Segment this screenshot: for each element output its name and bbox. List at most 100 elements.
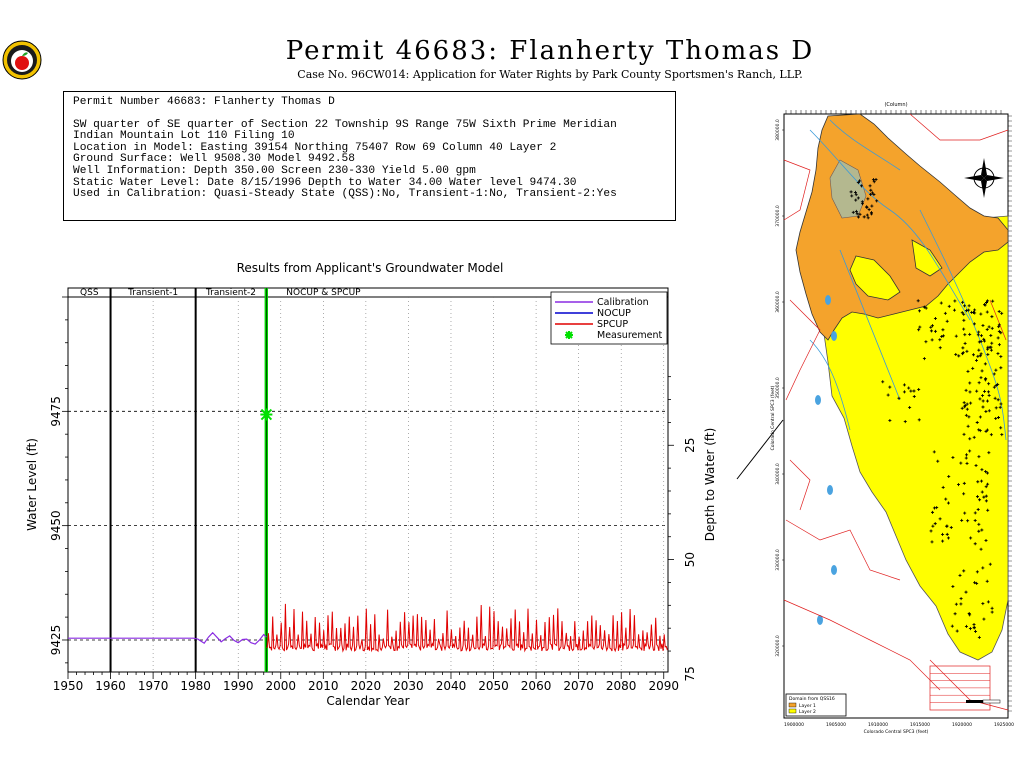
well-marker bbox=[964, 456, 968, 460]
well-marker bbox=[908, 406, 912, 410]
well-marker bbox=[975, 495, 979, 499]
well-marker bbox=[961, 300, 965, 304]
well-marker bbox=[931, 524, 935, 528]
well-marker bbox=[996, 398, 1000, 402]
well-marker bbox=[941, 532, 945, 536]
well-marker bbox=[951, 584, 955, 588]
well-marker bbox=[938, 517, 942, 521]
well-marker bbox=[998, 405, 1002, 409]
well-marker bbox=[981, 405, 985, 409]
well-marker bbox=[963, 341, 967, 345]
road-lines bbox=[783, 113, 1009, 711]
map-y-tick-label: 370000.0 bbox=[775, 205, 781, 227]
well-marker bbox=[945, 532, 949, 536]
x-tick-label: 2000 bbox=[265, 679, 296, 693]
series-calibration-line bbox=[68, 631, 267, 645]
well-marker bbox=[869, 192, 873, 196]
well-marker bbox=[965, 407, 969, 411]
well-marker bbox=[962, 401, 966, 405]
well-marker bbox=[979, 334, 983, 338]
well-marker bbox=[962, 432, 966, 436]
well-marker bbox=[979, 547, 983, 551]
well-marker bbox=[858, 212, 862, 216]
well-marker bbox=[978, 498, 982, 502]
well-marker bbox=[973, 518, 977, 522]
well-marker bbox=[962, 312, 966, 316]
well-marker bbox=[980, 490, 984, 494]
well-marker bbox=[994, 368, 998, 372]
well-marker bbox=[968, 437, 972, 441]
well-marker bbox=[938, 346, 942, 350]
well-marker bbox=[951, 456, 955, 460]
well-marker bbox=[980, 369, 984, 373]
well-marker bbox=[973, 511, 977, 515]
well-marker bbox=[949, 525, 953, 529]
info-line-well: Well Information: Depth 350.00 Screen 23… bbox=[73, 164, 476, 177]
well-marker bbox=[902, 390, 906, 394]
well-marker bbox=[856, 215, 860, 219]
map-left-axis-label: Colorado Central SPC3 (feet) bbox=[770, 385, 776, 450]
well-marker bbox=[963, 404, 967, 408]
well-marker bbox=[988, 562, 992, 566]
well-marker bbox=[987, 451, 991, 455]
well-marker bbox=[997, 329, 1001, 333]
well-marker bbox=[984, 470, 988, 474]
well-marker bbox=[977, 428, 981, 432]
well-marker bbox=[981, 394, 985, 398]
well-marker bbox=[933, 317, 937, 321]
well-marker bbox=[966, 424, 970, 428]
map-scale-bar bbox=[966, 699, 1001, 704]
well-marker bbox=[989, 333, 993, 337]
x-tick-label: 2060 bbox=[521, 679, 552, 693]
well-marker bbox=[968, 332, 972, 336]
y-tick-label: 9425 bbox=[49, 625, 63, 656]
well-marker bbox=[932, 506, 936, 510]
well-marker bbox=[990, 610, 994, 614]
well-marker bbox=[933, 522, 937, 526]
well-marker bbox=[953, 612, 957, 616]
well-marker bbox=[865, 213, 869, 217]
well-marker bbox=[968, 381, 972, 385]
well-marker bbox=[973, 308, 977, 312]
well-marker bbox=[968, 390, 972, 394]
map-legend-title: Domain from QSS16 bbox=[789, 696, 835, 702]
well-marker bbox=[931, 510, 935, 514]
well-marker bbox=[983, 303, 987, 307]
y2-tick-label: 75 bbox=[683, 666, 697, 681]
well-marker bbox=[973, 542, 977, 546]
x-tick-label: 1950 bbox=[53, 679, 84, 693]
well-marker bbox=[966, 519, 970, 523]
well-marker bbox=[881, 380, 885, 384]
well-marker bbox=[972, 622, 976, 626]
well-marker bbox=[941, 328, 945, 332]
well-marker bbox=[976, 333, 980, 337]
well-marker bbox=[897, 396, 901, 400]
logo-seal bbox=[2, 40, 42, 80]
well-marker bbox=[965, 349, 969, 353]
well-marker bbox=[960, 518, 964, 522]
well-marker bbox=[986, 482, 990, 486]
well-marker bbox=[960, 311, 964, 315]
well-marker bbox=[977, 381, 981, 385]
compass-rose-icon bbox=[964, 158, 1004, 198]
well-marker bbox=[977, 635, 981, 639]
model-domain-map: (Column) 380000.0 370000.0 360000.0 350000.0… bbox=[770, 102, 1014, 735]
info-line-location: Location in Model: Easting 39154 Northin… bbox=[73, 141, 557, 154]
map-y-tick-label: 320000.0 bbox=[775, 635, 781, 657]
well-marker bbox=[988, 345, 992, 349]
well-marker bbox=[984, 499, 988, 503]
river-lines bbox=[809, 119, 1007, 625]
y-tick-label: 9450 bbox=[49, 510, 63, 541]
well-marker bbox=[962, 318, 966, 322]
well-marker bbox=[987, 409, 991, 413]
y-tick-label: 9475 bbox=[49, 396, 63, 427]
well-marker bbox=[930, 540, 934, 544]
well-marker bbox=[870, 191, 874, 195]
lake-shape bbox=[831, 331, 837, 341]
well-marker bbox=[975, 570, 979, 574]
well-marker bbox=[997, 416, 1001, 420]
well-marker bbox=[986, 508, 990, 512]
well-marker bbox=[984, 539, 988, 543]
map-x-tick-label: 1925000 bbox=[994, 722, 1014, 728]
well-marker bbox=[964, 590, 968, 594]
